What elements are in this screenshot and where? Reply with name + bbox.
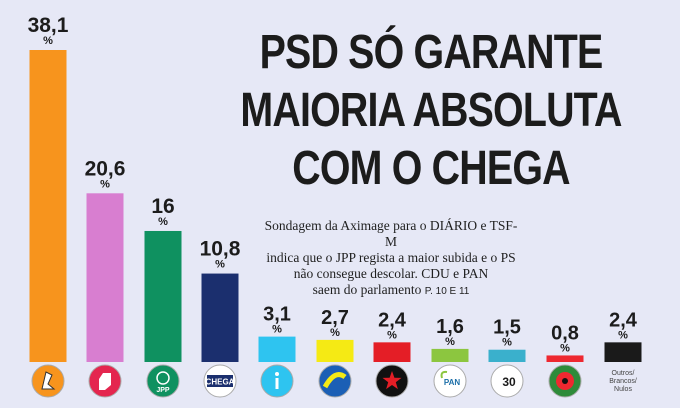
bar-pan [431, 348, 469, 362]
chega-logo-text: CHEGA [206, 378, 235, 387]
subtitle: Sondagem da Aximage para o DIÁRIO e TSF-… [262, 218, 520, 300]
value-label-chega: 10,8 [200, 238, 241, 261]
jpp-logo-circle [146, 364, 180, 398]
jpp-logo-icon: JPP [146, 364, 180, 398]
others-caption-line-2: Brancos/ [609, 378, 637, 385]
cds-swoosh-mark [322, 372, 347, 389]
value-label-cds: 2,7 [321, 307, 349, 329]
value-labels-group: 38,1%20,6%16%10,8%3,1%2,7%2,4% 1,6%1,5% 0,… [28, 14, 638, 354]
bar-chega [201, 273, 239, 362]
ptp-logo-text: 30 [502, 375, 516, 389]
percent-label-ptp: % [502, 337, 512, 349]
chega-logo-banner [207, 375, 233, 387]
be-star-mark [382, 371, 402, 390]
others-caption: Outros/Brancos/Nulos [609, 370, 637, 393]
bar-be [373, 342, 411, 362]
value-label-cdu: 0,8 [551, 322, 579, 344]
value-label-psd: 38,1 [28, 14, 69, 37]
value-label-be: 2,4 [378, 309, 407, 331]
bar-il [258, 336, 296, 362]
jpp-ring-mark [156, 371, 170, 385]
value-label-ps: 20,6 [85, 157, 126, 180]
bars-group [29, 50, 642, 362]
bar-ptp [488, 349, 526, 362]
subtitle-line-3: não consegue descolar. CDU e PAN [293, 266, 489, 281]
il-logo-icon [260, 364, 294, 398]
value-label-jpp: 16 [151, 195, 174, 218]
percent-label-chega: % [215, 259, 225, 271]
pan-logo-text: PAN [444, 378, 461, 387]
bar-cdu [546, 355, 584, 362]
percent-label-pan: % [445, 336, 455, 348]
subtitle-line-4: saem do parlamento P. 10 E 11 [262, 282, 520, 300]
headline-line-2: MAIORIA ABSOLUTA [240, 84, 622, 137]
ptp-logo-icon: 30 [490, 364, 524, 398]
headline-line-1: PSD SÓ GARANTE [259, 26, 604, 79]
il-dot-mark [275, 372, 279, 376]
percent-label-psd: % [43, 35, 53, 47]
percent-label-cds: % [330, 327, 340, 339]
ptp-logo-circle [490, 364, 524, 398]
headline: PSD SÓ GARANTE MAIORIA ABSOLUTA COM O CH… [238, 24, 623, 198]
ps-fist-mark [99, 373, 111, 390]
value-label-ptp: 1,5 [493, 317, 521, 339]
value-label-pan: 1,6 [436, 316, 464, 338]
bar-jpp [144, 230, 182, 362]
party-logos-group: JPP CHEGA PAN 30 Outros/Brancos/Nulos [31, 364, 637, 398]
bar-ps [86, 193, 124, 362]
value-label-outros-brancos-nulos: 2,4 [609, 309, 638, 331]
chega-logo-icon: CHEGA [203, 364, 237, 398]
others-caption-line-3: Nulos [614, 386, 632, 393]
bar-cds [316, 339, 354, 362]
il-stem-mark [275, 378, 279, 389]
bar-psd [29, 50, 67, 362]
percent-label-jpp: % [158, 216, 168, 228]
percent-label-il: % [272, 324, 282, 336]
value-label-il: 3,1 [263, 304, 291, 326]
subtitle-line-1: Sondagem da Aximage para o DIÁRIO e TSF-… [264, 218, 518, 249]
subtitle-line-4-text: saem do parlamento [312, 282, 422, 297]
others-caption-line-1: Outros/ [612, 370, 635, 377]
ps-logo-icon [88, 364, 122, 398]
subtitle-line-2: indica que o JPP regista a maior subida … [266, 250, 516, 265]
jpp-logo-text: JPP [156, 387, 170, 394]
cds-logo-icon [318, 364, 352, 398]
be-logo-icon [375, 364, 409, 398]
percent-label-cdu: % [560, 342, 570, 354]
percent-label-outros-brancos-nulos: % [618, 329, 628, 341]
percent-label-ps: % [100, 178, 110, 190]
headline-line-3: COM O CHEGA [292, 142, 570, 195]
cdu-logo-icon [548, 364, 582, 398]
cdu-flower-center [562, 378, 568, 384]
psd-arrows-mark [41, 371, 56, 390]
bar-outros-brancos-nulos [604, 342, 642, 362]
pan-leaf-mark [440, 370, 448, 379]
percent-label-be: % [387, 329, 397, 341]
psd-logo-icon [31, 364, 65, 398]
page-reference: P. 10 E 11 [424, 286, 470, 297]
cds-logo-circle [318, 364, 352, 398]
pan-logo-icon: PAN [433, 364, 467, 398]
